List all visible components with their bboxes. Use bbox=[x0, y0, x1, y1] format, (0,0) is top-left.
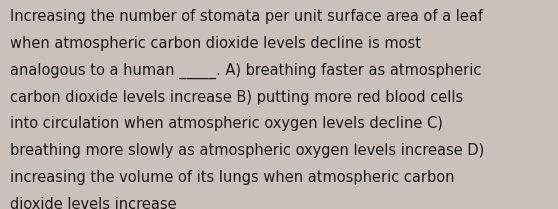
Text: Increasing the number of stomata per unit surface area of a leaf: Increasing the number of stomata per uni… bbox=[10, 9, 483, 24]
Text: analogous to a human _____. A) breathing faster as atmospheric: analogous to a human _____. A) breathing… bbox=[10, 63, 482, 79]
Text: breathing more slowly as atmospheric oxygen levels increase D): breathing more slowly as atmospheric oxy… bbox=[10, 143, 484, 158]
Text: carbon dioxide levels increase B) putting more red blood cells: carbon dioxide levels increase B) puttin… bbox=[10, 90, 463, 105]
Text: into circulation when atmospheric oxygen levels decline C): into circulation when atmospheric oxygen… bbox=[10, 116, 443, 131]
Text: increasing the volume of its lungs when atmospheric carbon: increasing the volume of its lungs when … bbox=[10, 170, 455, 185]
Text: dioxide levels increase: dioxide levels increase bbox=[10, 197, 177, 209]
Text: when atmospheric carbon dioxide levels decline is most: when atmospheric carbon dioxide levels d… bbox=[10, 36, 421, 51]
